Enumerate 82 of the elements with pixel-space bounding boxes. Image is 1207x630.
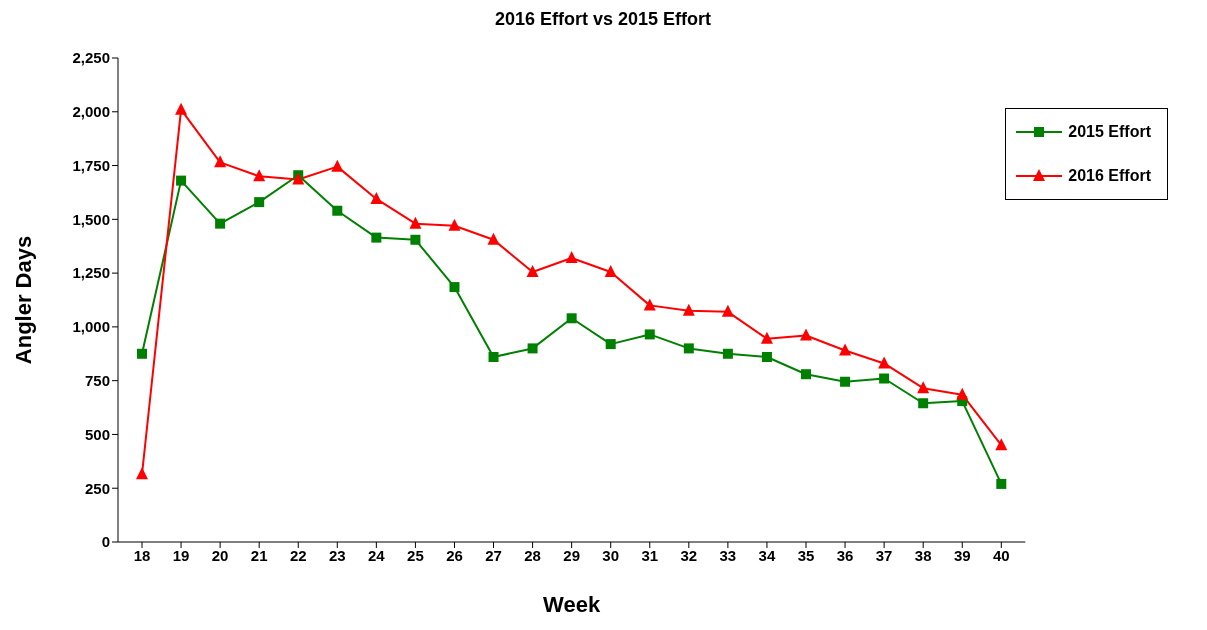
- point: [604, 265, 617, 278]
- point: [371, 232, 382, 243]
- x-tick-label: 29: [563, 546, 580, 564]
- x-tick-label: 30: [602, 546, 620, 564]
- x-tick-label: 35: [797, 546, 815, 564]
- legend-label: 2016 Effort: [1068, 167, 1151, 185]
- point: [840, 376, 851, 387]
- y-tick-label: 2,250: [72, 49, 110, 67]
- point: [682, 303, 695, 316]
- x-tick-label: 34: [758, 546, 776, 564]
- point: [370, 191, 383, 204]
- y-tick-label: 250: [84, 479, 110, 497]
- point: [839, 343, 852, 356]
- point: [565, 251, 578, 264]
- y-tick-label: 1,750: [72, 156, 110, 174]
- point: [176, 175, 187, 186]
- x-tick-label: 18: [133, 546, 151, 564]
- x-axis-title: Week: [543, 592, 601, 617]
- chart-title: 2016 Effort vs 2015 Effort: [493, 8, 713, 31]
- point: [526, 265, 539, 278]
- x-tick-label: 27: [485, 546, 502, 564]
- point: [175, 102, 188, 115]
- x-tick-label: 23: [328, 546, 346, 564]
- y-axis-title: Angler Days: [10, 235, 36, 365]
- x-tick-label: 31: [641, 546, 659, 564]
- point: [878, 356, 891, 369]
- x-tick-label: 39: [953, 546, 971, 564]
- x-tick-label: 21: [250, 546, 268, 564]
- point: [722, 348, 733, 359]
- point: [487, 232, 500, 245]
- x-tick-label: 26: [446, 546, 463, 564]
- x-tick-label: 36: [836, 546, 854, 564]
- point: [996, 478, 1007, 489]
- point: [292, 172, 305, 185]
- x-tick-label: 20: [211, 546, 229, 564]
- x-tick-label: 32: [680, 546, 698, 564]
- point: [488, 352, 499, 362]
- x-tick-label: 38: [914, 546, 932, 564]
- point: [605, 339, 616, 350]
- point: [644, 329, 655, 340]
- y-tick-label: 0: [101, 533, 110, 551]
- point: [683, 343, 694, 354]
- point: [527, 343, 538, 354]
- point: [800, 328, 812, 341]
- y-tick-label: 1,000: [72, 318, 110, 336]
- point: [917, 381, 930, 394]
- legend-label: 2015 Effort: [1068, 123, 1151, 141]
- point: [409, 216, 422, 229]
- x-tick-label: 22: [289, 546, 307, 564]
- x-tick-label: 24: [368, 546, 386, 564]
- x-tick-label: 40: [992, 546, 1010, 564]
- point: [995, 438, 1008, 451]
- point: [760, 331, 773, 344]
- point: [956, 387, 969, 400]
- x-tick-label: 33: [719, 546, 737, 564]
- x-tick-label: 28: [524, 546, 541, 564]
- point: [214, 155, 227, 168]
- point: [254, 197, 265, 208]
- x-tick-label: 19: [172, 546, 190, 564]
- point: [918, 398, 929, 409]
- x-tick-label: 25: [407, 546, 424, 564]
- point: [643, 298, 656, 311]
- point: [566, 313, 577, 324]
- point: [879, 373, 890, 384]
- y-tick-label: 1,500: [72, 210, 110, 228]
- point: [137, 348, 147, 359]
- y-tick-label: 1,250: [72, 264, 110, 282]
- point: [215, 218, 226, 229]
- point: [253, 169, 266, 182]
- y-tick-label: 2,000: [72, 103, 110, 121]
- point: [449, 282, 460, 293]
- x-tick-label: 37: [875, 546, 893, 564]
- point: [332, 205, 343, 216]
- y-tick-label: 500: [84, 425, 110, 443]
- point: [136, 467, 148, 480]
- point: [721, 304, 734, 317]
- point: [761, 352, 772, 362]
- point: [448, 218, 461, 231]
- point: [331, 159, 344, 172]
- y-tick-label: 750: [84, 371, 110, 389]
- point: [801, 369, 811, 380]
- point: [410, 234, 421, 245]
